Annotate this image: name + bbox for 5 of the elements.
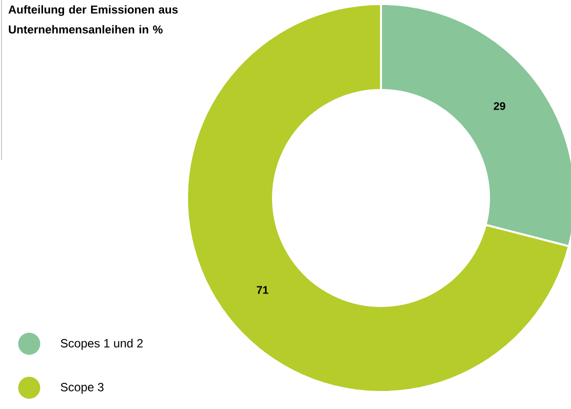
data-label: 71 [256, 286, 268, 294]
legend-label: Scopes 1 und 2 [60, 338, 143, 350]
text: Aufteilung der Emissionen aus Unternehmensanleihen in % [8, 5, 178, 34]
legend-label: Scope 3 [60, 382, 104, 394]
data-label: 29 [494, 102, 506, 110]
